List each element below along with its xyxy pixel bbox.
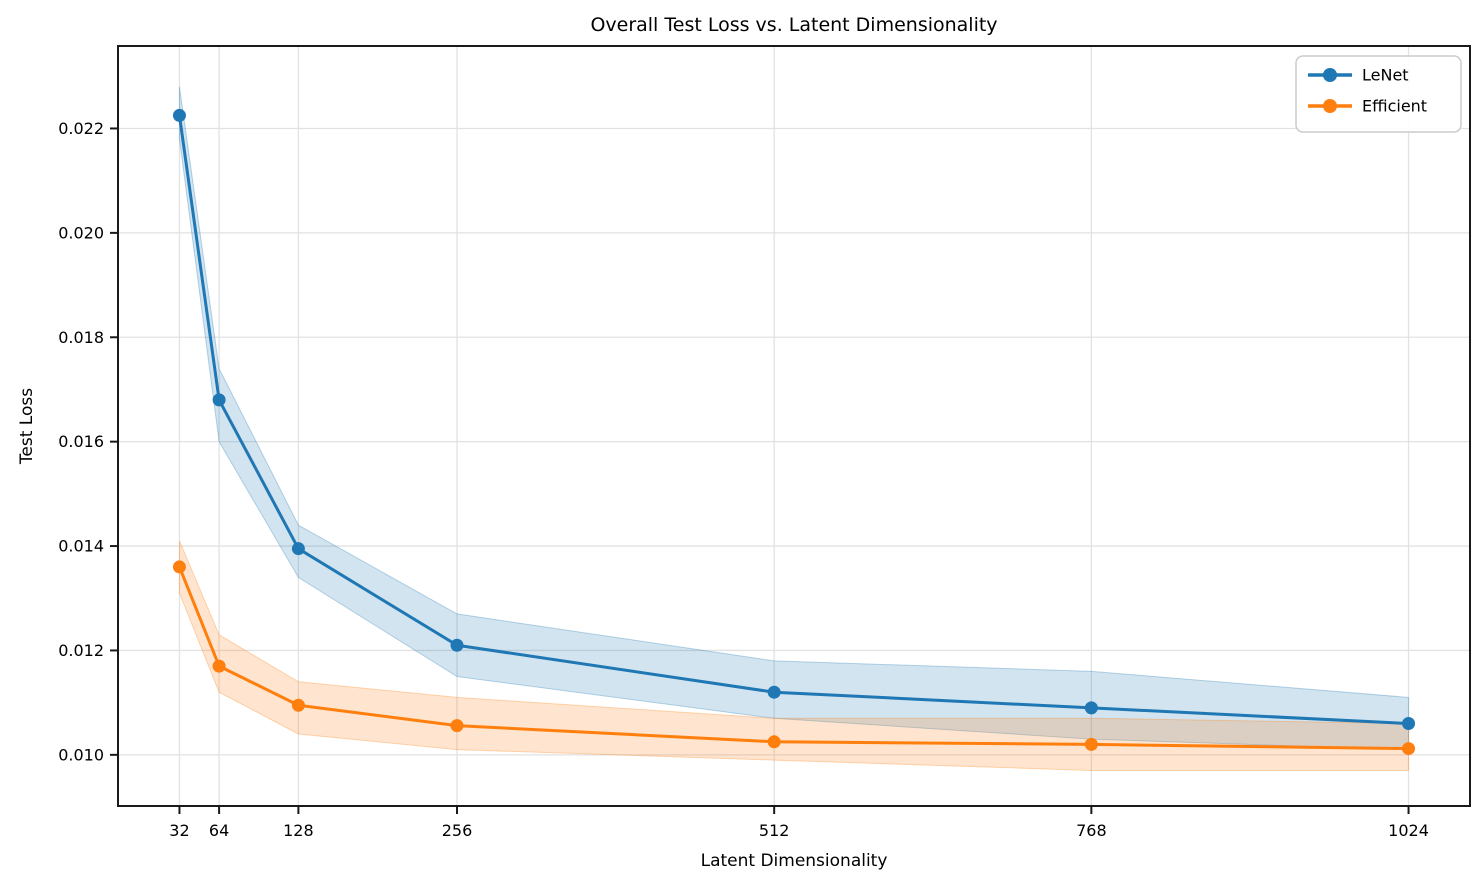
data-point-efficient	[450, 719, 464, 733]
tick-layer: 32 64 128 256 512 768 1024 0.010 0.012 0.014 0.016…	[58, 119, 1429, 840]
y-tick-label: 0.016	[58, 432, 104, 451]
legend-marker-efficient	[1323, 99, 1337, 113]
x-axis-label: Latent Dimensionality	[701, 851, 888, 871]
grid-layer	[118, 46, 1470, 806]
data-point-lenet	[172, 108, 186, 122]
y-tick-label: 0.010	[58, 745, 104, 764]
data-point-lenet	[767, 685, 781, 699]
legend-item-efficient: Efficient	[1308, 97, 1427, 116]
y-tick-label: 0.020	[58, 223, 104, 242]
data-point-efficient	[1084, 737, 1098, 751]
y-tick-label: 0.022	[58, 119, 104, 138]
series-band-efficient	[178, 540, 1410, 772]
x-tick-label: 128	[283, 821, 314, 840]
x-tick-label: 32	[169, 821, 189, 840]
y-tick-label: 0.018	[58, 328, 104, 347]
chart-title: Overall Test Loss vs. Latent Dimensional…	[590, 14, 997, 36]
y-axis-label: Test Loss	[17, 388, 37, 465]
data-point-efficient	[1402, 742, 1416, 756]
series-line-lenet	[177, 113, 1411, 726]
data-point-efficient	[767, 735, 781, 749]
data-point-lenet	[450, 638, 464, 652]
legend: LeNet Efficient	[1295, 55, 1462, 133]
data-point-efficient	[172, 560, 186, 574]
legend-marker-lenet	[1323, 68, 1337, 82]
line-layer	[172, 108, 1416, 756]
x-tick-label: 256	[442, 821, 473, 840]
legend-label-lenet: LeNet	[1362, 66, 1409, 85]
data-point-lenet	[212, 393, 226, 407]
spine-layer	[117, 45, 1471, 807]
y-tick-label: 0.014	[58, 537, 104, 556]
data-point-lenet	[1402, 717, 1416, 731]
data-point-efficient	[212, 659, 226, 673]
data-point-lenet	[1084, 701, 1098, 715]
legend-label-efficient: Efficient	[1362, 97, 1427, 116]
band-layer	[178, 86, 1410, 772]
x-tick-label: 64	[209, 821, 229, 840]
data-point-lenet	[291, 542, 305, 556]
legend-item-lenet: LeNet	[1308, 66, 1409, 85]
x-tick-label: 512	[759, 821, 790, 840]
data-point-efficient	[291, 698, 305, 712]
y-tick-label: 0.012	[58, 641, 104, 660]
x-tick-label: 1024	[1388, 821, 1429, 840]
x-tick-label: 768	[1076, 821, 1107, 840]
plot-border	[117, 45, 1471, 807]
